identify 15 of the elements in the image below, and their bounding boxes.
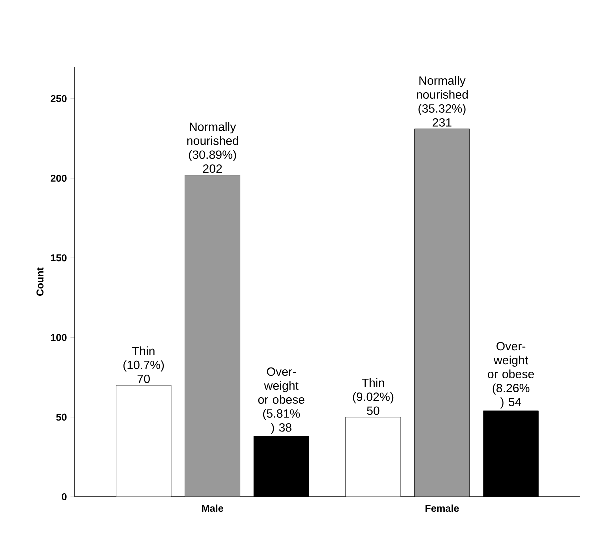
y-tick-label: 150 (51, 254, 67, 262)
y-tick-label: 100 (51, 334, 67, 342)
y-tick-label: 250 (50, 95, 67, 102)
data-label: Over-weight or obese (5.81% ) 38 (258, 368, 305, 434)
y-axis-title: Count (36, 268, 44, 296)
y-tick-label: 0 (62, 493, 67, 501)
data-label: Thin (10.7%) 70 (124, 346, 164, 384)
data-label: Over-weight or obese (8.26% ) 54 (488, 342, 534, 409)
y-tick-label: 50 (56, 414, 67, 421)
x-tick-label: Male (202, 504, 224, 512)
y-tick-label: 200 (50, 174, 67, 182)
x-tick-label: Female (426, 504, 460, 512)
data-label: Normally nourished (35.32%) 231 (417, 76, 468, 127)
data-label: Thin (9.02%) 50 (353, 378, 394, 416)
data-label: Normally nourished (30.89%) 202 (188, 122, 238, 174)
